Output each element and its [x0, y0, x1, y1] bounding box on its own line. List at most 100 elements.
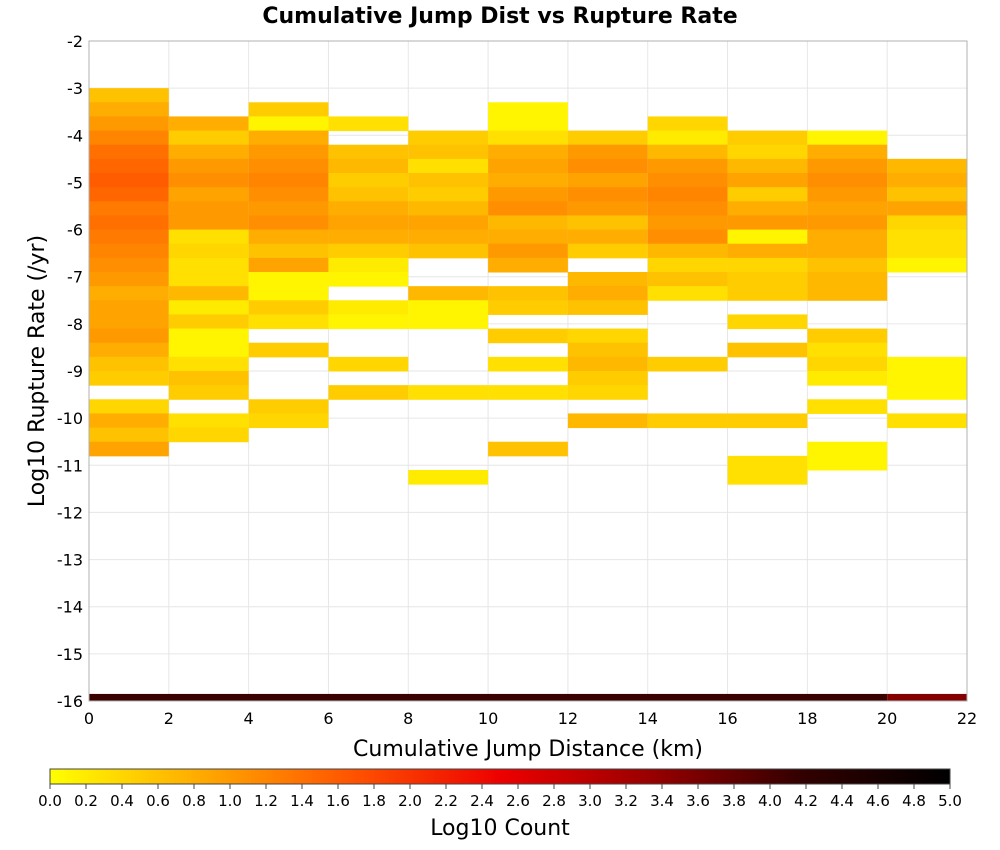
y-tick-label: -8 — [67, 315, 83, 334]
colorbar-tick-label: 3.8 — [722, 792, 746, 810]
heatmap-cell — [168, 158, 249, 174]
heatmap-cell — [807, 215, 888, 231]
heatmap-cell — [727, 229, 808, 245]
x-tick-label: 10 — [478, 709, 498, 728]
x-tick-label: 2 — [164, 709, 174, 728]
heatmap-cell — [328, 272, 409, 287]
heatmap-cell — [89, 371, 169, 386]
heatmap-cell — [567, 413, 648, 429]
heatmap-cell — [727, 470, 808, 485]
heatmap-cell — [328, 173, 409, 188]
heatmap-cell — [647, 130, 728, 146]
heatmap-cell — [807, 272, 888, 287]
heatmap-cell — [168, 229, 249, 245]
colorbar-tick-label: 4.0 — [758, 792, 782, 810]
heatmap-cell — [647, 158, 728, 174]
heatmap-cell — [488, 116, 568, 132]
heatmap-cell — [807, 243, 888, 259]
heatmap-cell — [647, 215, 728, 231]
heatmap-cell — [168, 328, 249, 344]
heatmap-cell — [248, 201, 329, 216]
colorbar-tick-label: 0.2 — [74, 792, 98, 810]
colorbar-tick-label: 1.8 — [362, 792, 386, 810]
heatmap-cell — [89, 173, 169, 188]
heatmap-cell — [727, 455, 808, 471]
heatmap-cell — [807, 441, 888, 457]
x-tick-label: 8 — [403, 709, 413, 728]
heatmap-cell — [248, 342, 329, 358]
heatmap-cell — [248, 399, 329, 414]
colorbar-tick-label: 1.4 — [290, 792, 314, 810]
heatmap-cell — [887, 158, 967, 174]
heatmap-cell — [567, 300, 648, 315]
colorbar-tick-label: 5.0 — [938, 792, 962, 810]
colorbar — [49, 768, 951, 785]
heatmap-cell — [248, 173, 329, 188]
heatmap-cell — [248, 243, 329, 259]
heatmap-cell — [807, 399, 888, 414]
heatmap-cell — [727, 342, 808, 358]
y-tick-label: -11 — [57, 456, 83, 475]
x-tick-label: 6 — [323, 709, 333, 728]
heatmap-cell — [567, 158, 648, 174]
heatmap-cell — [887, 215, 967, 231]
y-tick-label: -7 — [67, 268, 83, 287]
colorbar-tick-label: 3.2 — [614, 792, 638, 810]
heatmap-cell — [488, 201, 568, 216]
heatmap-cell — [328, 300, 409, 315]
chart-title: Cumulative Jump Dist vs Rupture Rate — [262, 4, 737, 29]
colorbar-tick-label: 0.4 — [110, 792, 134, 810]
heatmap-cell — [89, 158, 169, 174]
heatmap-cell — [248, 215, 329, 231]
heatmap-cell — [807, 173, 888, 188]
heatmap-cell — [887, 257, 967, 273]
heatmap-cell — [89, 257, 169, 273]
y-axis-ticks: -2 -3 -4 -5 -6 -7 -8 -9 -10 -11 -12 -13 -14 -15 -16 — [57, 32, 83, 711]
heatmap-cell — [807, 144, 888, 160]
heatmap-cell — [887, 243, 967, 259]
y-tick-label: -9 — [67, 362, 83, 381]
colorbar-tick-label: 4.4 — [830, 792, 854, 810]
colorbar-tick-label: 2.2 — [434, 792, 458, 810]
heatmap-cell — [488, 187, 568, 202]
colorbar-tick-label: 2.0 — [398, 792, 422, 810]
heatmap-cell — [488, 356, 568, 372]
x-tick-label: 14 — [638, 709, 658, 728]
heatmap-cell — [248, 272, 329, 287]
heatmap-cell — [807, 257, 888, 273]
heatmap-cell — [89, 427, 169, 443]
heatmap-cell — [89, 102, 169, 117]
heatmap-cell — [727, 187, 808, 202]
heatmap-cell — [488, 243, 568, 259]
x-tick-label: 12 — [558, 709, 578, 728]
heatmap-cell — [807, 371, 888, 386]
heatmap-cell — [89, 286, 169, 301]
x-tick-label: 4 — [244, 709, 254, 728]
heatmap-cell — [328, 116, 409, 132]
heatmap-cell — [647, 116, 728, 132]
heatmap-cell — [807, 201, 888, 216]
heatmap-cell — [408, 243, 489, 259]
heatmap-cell — [727, 257, 808, 273]
heatmap-cell — [408, 470, 489, 485]
plot-frame — [88, 40, 968, 702]
heatmap-cell — [647, 229, 728, 245]
heatmap-cell — [727, 158, 808, 174]
heatmap-cell — [807, 342, 888, 358]
colorbar-tick-label: 2.6 — [506, 792, 530, 810]
y-tick-label: -16 — [57, 692, 83, 711]
heatmap-cell — [89, 342, 169, 358]
heatmap-cell — [567, 371, 648, 386]
colorbar-tick-label: 4.2 — [794, 792, 818, 810]
heatmap-cell — [727, 413, 808, 429]
heatmap-cell — [488, 441, 568, 457]
heatmap-cell — [168, 314, 249, 330]
heatmap-cell — [89, 187, 169, 202]
heatmap-cell — [328, 158, 409, 174]
heatmap-cell — [647, 272, 728, 287]
heatmap-cell — [567, 385, 648, 400]
heatmap-cell — [807, 187, 888, 202]
heatmap-cell — [168, 173, 249, 188]
y-tick-label: -2 — [67, 32, 83, 51]
heatmap-cell — [89, 130, 169, 146]
